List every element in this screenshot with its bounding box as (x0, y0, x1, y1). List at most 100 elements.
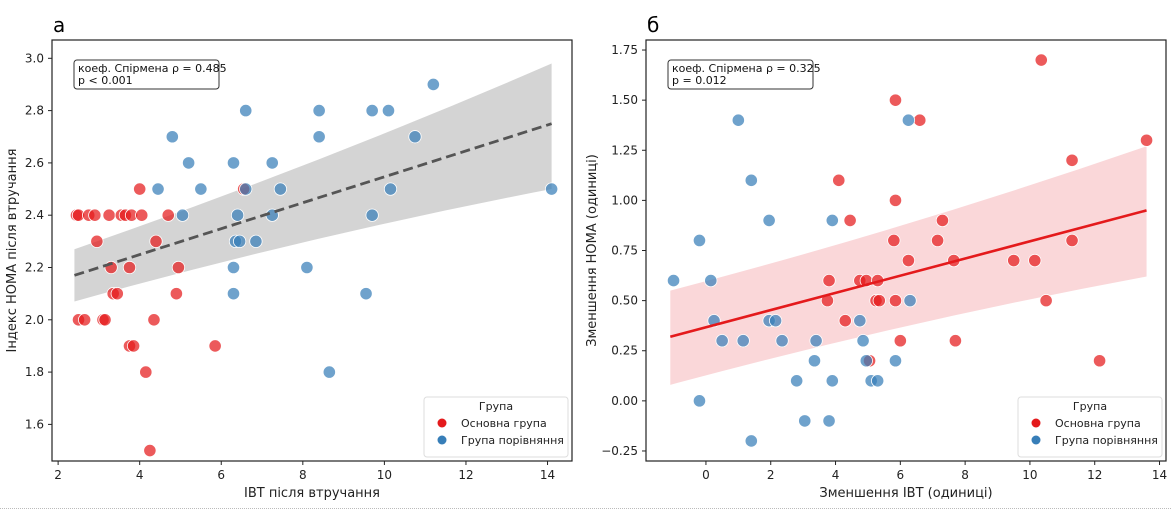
data-point-comparison-group (239, 104, 253, 118)
x-tick-label: 6 (217, 468, 225, 482)
x-tick-label: 4 (136, 468, 144, 482)
data-point-main-group (161, 208, 175, 222)
panel-label: б (647, 13, 659, 37)
x-tick-label: 14 (1152, 468, 1167, 482)
data-point-comparison-group (165, 130, 179, 144)
data-point-main-group (948, 334, 963, 348)
data-point-comparison-group (825, 374, 839, 388)
data-point-comparison-group (233, 234, 247, 248)
y-tick-label: 0.75 (611, 244, 638, 258)
stats-annotation-box (667, 59, 814, 90)
data-point-main-group (1007, 253, 1021, 268)
legend-entry: Група порівняння (1055, 434, 1158, 447)
stats-annotation-box (73, 59, 220, 90)
y-tick-label: −0.25 (601, 444, 638, 458)
data-point-comparison-group (856, 334, 870, 348)
x-tick-label: 4 (832, 468, 840, 482)
data-point-main-group (143, 443, 157, 458)
data-point-comparison-group (736, 334, 750, 348)
spearman-coefficient: коеф. Спірмена ρ = 0.485 (78, 62, 227, 75)
legend-marker (437, 435, 447, 445)
data-point-main-group (110, 287, 124, 301)
data-point-comparison-group (731, 113, 745, 127)
data-point-main-group (1092, 354, 1107, 368)
data-point-main-group (78, 313, 92, 327)
axes-frame (51, 39, 573, 462)
data-point-main-group (1065, 153, 1079, 167)
x-tick-label: 10 (1022, 468, 1037, 482)
data-point-main-group (139, 365, 153, 379)
data-point-main-group (901, 253, 916, 268)
data-point-main-group (149, 234, 163, 248)
data-point-main-group (98, 313, 112, 327)
legend-box (1017, 396, 1163, 458)
data-point-main-group (887, 233, 901, 248)
panel-b: б 0 2 4 6 8 10 12 14 −0.25 0.00 0.25 0.50 0.75 1.00 1.2… (585, 13, 1167, 501)
y-tick-label: 0.25 (611, 344, 638, 358)
data-point-comparison-group (226, 260, 241, 275)
data-point-comparison-group (744, 434, 758, 448)
panel-a: а 2 4 6 8 10 12 14 1.6 1.8 2.0 2.2 2.4 2.6 2.8 3.0 ІВТ п… (5, 13, 573, 501)
data-point-main-group (888, 93, 903, 107)
x-tick-label: 2 (767, 468, 775, 482)
x-tick-label: 14 (540, 468, 555, 482)
x-axis-label: Зменшення ІВТ (одиниці) (819, 486, 992, 501)
legend-marker (437, 418, 447, 428)
data-point-comparison-group (762, 213, 776, 228)
data-point-comparison-group (426, 77, 440, 92)
data-point-comparison-group (545, 182, 559, 196)
data-point-main-group (843, 213, 857, 228)
y-tick-label: 1.00 (611, 193, 638, 207)
x-tick-label: 8 (961, 468, 969, 482)
data-point-comparison-group (408, 130, 422, 144)
x-tick-label: 2 (54, 468, 62, 482)
data-point-comparison-group (704, 273, 718, 288)
data-point-main-group (1139, 133, 1154, 147)
p-value: p = 0.012 (672, 74, 727, 87)
y-tick-label: 2.0 (25, 313, 44, 327)
data-point-main-group (872, 294, 886, 308)
legend-title: Група (479, 400, 513, 413)
y-tick-label: 3.0 (25, 51, 44, 65)
y-tick-label: 1.6 (25, 417, 44, 431)
regression-line (669, 209, 1147, 338)
y-axis-label: Зменшення HOMA (одиниці) (585, 154, 600, 347)
data-point-main-group (1065, 233, 1079, 248)
y-tick-label: 1.8 (25, 365, 44, 379)
y-tick-label: 2.2 (25, 260, 44, 274)
p-value: p < 0.001 (78, 74, 133, 87)
data-point-comparison-group (383, 182, 398, 196)
data-point-main-group (913, 113, 927, 127)
data-point-main-group (147, 313, 161, 327)
data-point-comparison-group (859, 354, 873, 368)
data-point-comparison-group (182, 156, 196, 170)
data-point-comparison-group (798, 414, 812, 428)
regression-line (74, 122, 553, 277)
data-point-comparison-group (901, 113, 916, 127)
data-point-comparison-group (249, 234, 263, 248)
data-point-comparison-group (871, 374, 885, 388)
data-point-comparison-group (239, 182, 253, 196)
data-point-comparison-group (853, 314, 867, 328)
legend-entry: Група порівняння (461, 434, 564, 447)
data-point-main-group (930, 233, 945, 248)
data-point-main-group (1034, 53, 1048, 67)
bottom-divider (0, 508, 1171, 509)
data-point-comparison-group (807, 354, 822, 368)
data-point-comparison-group (226, 287, 241, 301)
spearman-coefficient: коеф. Спірмена ρ = 0.325 (672, 62, 821, 75)
x-tick-label: 6 (897, 468, 905, 482)
y-tick-label: 1.25 (611, 143, 638, 157)
x-axis-label: ІВТ після втручання (244, 486, 380, 501)
data-point-comparison-group (365, 208, 379, 222)
x-tick-label: 0 (702, 468, 710, 482)
data-point-comparison-group (312, 104, 326, 118)
data-point-main-group (90, 234, 104, 248)
y-tick-label: 2.6 (25, 156, 44, 170)
data-point-comparison-group (825, 213, 839, 228)
y-tick-label: 0.00 (611, 394, 638, 408)
data-point-comparison-group (903, 294, 917, 308)
legend-entry: Основна група (461, 417, 547, 430)
data-point-main-group (133, 182, 147, 196)
data-point-main-group (135, 208, 149, 222)
